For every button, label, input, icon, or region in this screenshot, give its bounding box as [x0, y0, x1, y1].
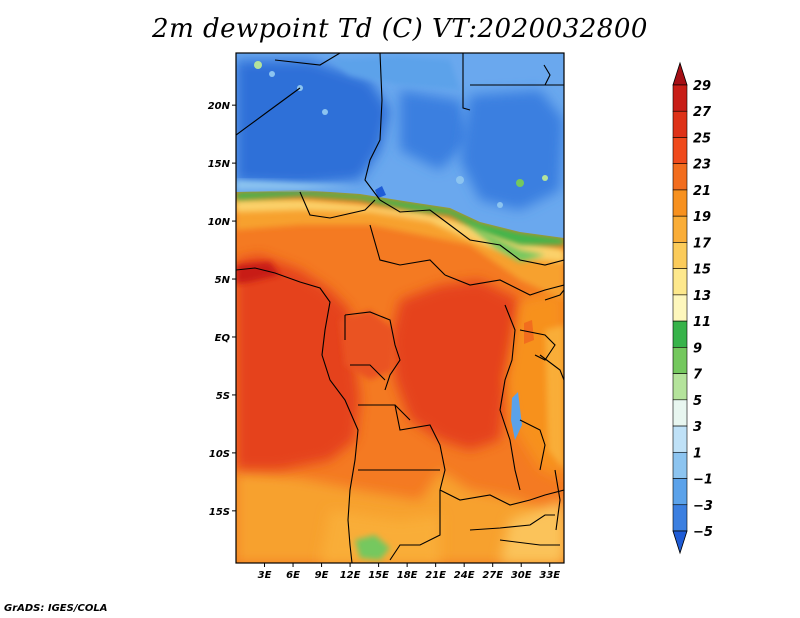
colorbar-bottom-arrow [672, 530, 688, 555]
lat-tick-label: 20N [208, 101, 231, 112]
lat-tick-label: 5S [216, 391, 230, 402]
colorbar-segment [672, 268, 688, 296]
colorbar-segment [672, 242, 688, 269]
colorbar-label: 5 [693, 394, 702, 409]
lon-tick-label: 30E [511, 570, 532, 581]
colorbar-label: 25 [693, 131, 711, 146]
colorbar-segment [672, 84, 688, 112]
lat-tick-label: 10N [208, 217, 231, 228]
colorbar-label: 9 [693, 341, 702, 356]
colorbar-segment [672, 478, 688, 506]
colorbar-label: 19 [693, 210, 711, 225]
colorbar-segment [672, 320, 688, 348]
grads-credit: GrADS: IGES/COLA [4, 603, 108, 614]
longitude-axis: 3E 6E 9E 12E 15E 18E 21E 24E 27E 30E 33E [258, 563, 560, 581]
lon-tick-label: 9E [315, 570, 329, 581]
colorbar-segment [672, 110, 688, 138]
lon-tick-label: 24E [454, 570, 475, 581]
colorbar-top-arrow [672, 61, 688, 86]
lat-tick-label: 15S [209, 507, 230, 518]
colorbar-segment [672, 399, 688, 427]
colorbar-label: −5 [693, 525, 713, 540]
colorbar-segment [672, 347, 688, 374]
lon-tick-label: 33E [539, 570, 560, 581]
colorbar-segment [672, 163, 688, 191]
colorbar-segment [672, 137, 688, 165]
colorbar-label: 15 [693, 263, 711, 278]
lat-tick-label: 10S [209, 449, 230, 460]
lon-tick-label: 18E [397, 570, 418, 581]
colorbar: 29 27 25 23 21 19 17 15 13 11 9 7 5 3 1 −1 −3 −5 [672, 61, 713, 555]
colorbar-segment [672, 294, 688, 322]
lat-tick-label: EQ [215, 333, 231, 344]
colorbar-label: 3 [693, 420, 702, 435]
colorbar-segment [672, 189, 688, 217]
colorbar-label: 7 [693, 368, 703, 383]
colorbar-label: 11 [693, 315, 711, 330]
colorbar-label: 27 [693, 105, 712, 120]
colorbar-label: −3 [693, 499, 713, 514]
colorbar-label: 29 [693, 79, 711, 94]
lon-tick-label: 12E [340, 570, 361, 581]
lon-tick-label: 15E [368, 570, 389, 581]
colorbar-segment [672, 451, 688, 479]
lon-tick-label: 3E [258, 570, 272, 581]
lat-tick-label: 15N [208, 159, 231, 170]
colorbar-segment [672, 373, 688, 401]
dewpoint-field [236, 53, 564, 563]
colorbar-segment [672, 504, 688, 532]
colorbar-segment [672, 215, 688, 243]
latitude-axis: 20N 15N 10N 5N EQ 5S 10S 15S [208, 101, 236, 518]
map-frame [235, 52, 565, 564]
lat-tick-label: 5N [215, 275, 231, 286]
lon-tick-label: 6E [286, 570, 300, 581]
colorbar-label: 17 [693, 236, 712, 251]
colorbar-segment [672, 425, 688, 453]
colorbar-label: −1 [693, 473, 713, 488]
colorbar-label: 13 [693, 289, 711, 304]
colorbar-label: 21 [693, 184, 711, 199]
colorbar-label: 23 [693, 158, 711, 173]
map-title: 2m dewpoint Td (C) VT:2020032800 [152, 14, 648, 44]
lon-tick-label: 21E [425, 570, 446, 581]
country-borders [236, 53, 564, 563]
colorbar-label: 1 [693, 446, 702, 461]
lon-tick-label: 27E [482, 570, 503, 581]
